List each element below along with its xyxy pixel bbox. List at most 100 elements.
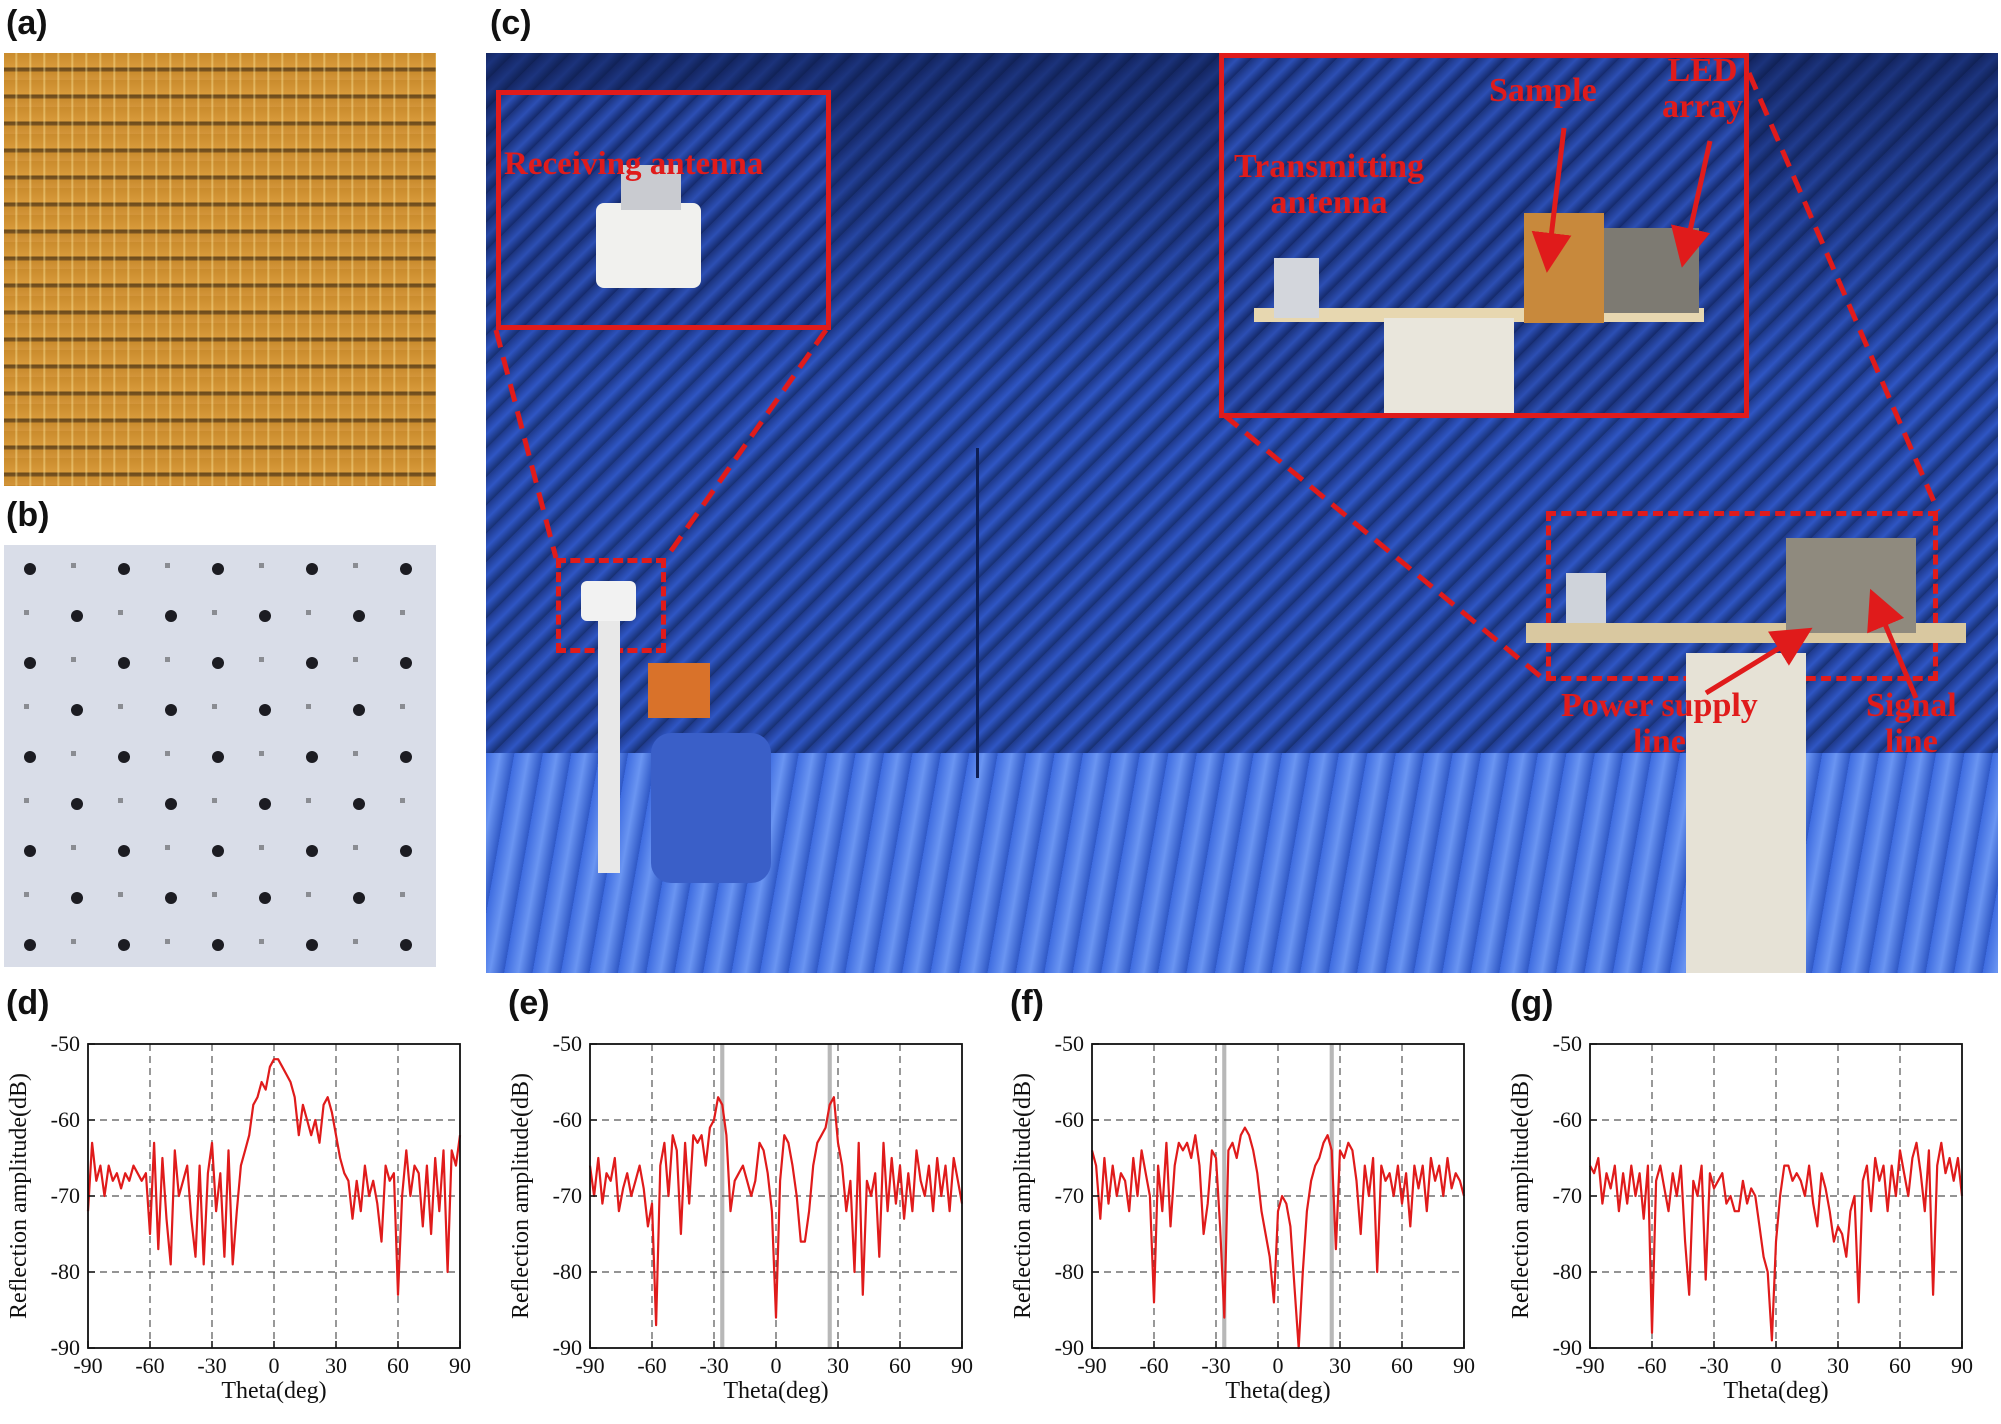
pad-dot	[165, 704, 177, 716]
sample-arrow	[1531, 127, 1572, 273]
x-tick-label: 90	[1453, 1353, 1475, 1378]
power-supply-label-line2: line	[1632, 722, 1686, 760]
x-axis-title: Theta(deg)	[221, 1378, 326, 1404]
pad-square	[24, 610, 29, 615]
panel-label-d: (d)	[6, 984, 50, 1022]
sample-inset-connector-right	[1746, 72, 1941, 512]
x-tick-label: 60	[1391, 1353, 1413, 1378]
pad-square	[118, 704, 123, 709]
y-tick-label: -60	[1553, 1107, 1582, 1132]
pad-dot	[353, 892, 365, 904]
x-tick-label: 0	[1771, 1353, 1782, 1378]
pad-square	[400, 798, 405, 803]
pad-dot	[353, 704, 365, 716]
signal-label-line1: Signal	[1866, 687, 1957, 724]
pad-dot	[118, 845, 130, 857]
pad-square	[306, 892, 311, 897]
pad-square	[212, 892, 217, 897]
x-tick-label: 90	[1951, 1353, 1973, 1378]
pad-dot	[71, 704, 83, 716]
pad-square	[24, 798, 29, 803]
led-array-label-line2: array	[1662, 87, 1744, 125]
pad-dot	[212, 751, 224, 763]
y-tick-label: -90	[553, 1335, 582, 1360]
transmitting-antenna-label-line1: Transmitting	[1234, 148, 1425, 185]
x-tick-label: 30	[325, 1353, 347, 1378]
panel-label-a: (a)	[6, 4, 48, 42]
reflection-chart-g: -90 -60 -30 0 30 60 90 -50 -60 -70 -80 -90 Theta(deg…	[1508, 1031, 1973, 1404]
pad-square	[306, 610, 311, 615]
pad-square	[118, 892, 123, 897]
pad-square	[259, 939, 264, 944]
pad-square	[259, 657, 264, 662]
pad-dot	[212, 657, 224, 669]
pad-square	[306, 798, 311, 803]
pad-square	[118, 798, 123, 803]
pad-square	[71, 845, 76, 850]
pad-dot	[165, 610, 177, 622]
x-tick-label: 30	[1329, 1353, 1351, 1378]
pad-dot	[306, 751, 318, 763]
annotation-connectors	[493, 72, 1941, 699]
led-array-arrow	[1670, 140, 1713, 268]
pad-dot	[259, 892, 271, 904]
pad-square	[165, 845, 170, 850]
y-tick-label: -70	[553, 1183, 582, 1208]
highlight-band-1	[1329, 1044, 1334, 1348]
sample-inset-connector-left	[1222, 413, 1548, 683]
pad-square	[71, 751, 76, 756]
y-tick-label: -90	[51, 1335, 80, 1360]
x-tick-label: 60	[387, 1353, 409, 1378]
pad-dot	[306, 939, 318, 951]
pad-dot	[353, 610, 365, 622]
led-array-label-line1: LED	[1667, 53, 1738, 89]
series-line	[1589, 1141, 1964, 1342]
pad-square	[353, 751, 358, 756]
x-tick-label: -30	[197, 1353, 226, 1378]
x-tick-label: 30	[827, 1353, 849, 1378]
metasurface-photo-bottom	[4, 545, 436, 967]
pad-dot	[24, 563, 36, 575]
y-tick-label: -70	[51, 1183, 80, 1208]
led-array-label: LED array	[1662, 53, 1743, 124]
reflection-chart-d: -90 -60 -30 0 30 60 90 -50 -60 -70 -80 -90 Theta(deg…	[6, 1031, 471, 1404]
pad-square	[165, 751, 170, 756]
positioner-robot	[651, 733, 771, 883]
pad-dot	[165, 892, 177, 904]
reflection-chart-e: -90 -60 -30 0 30 60 90 -50 -60 -70 -80 -90 Theta(deg…	[508, 1031, 973, 1404]
pad-dot	[118, 563, 130, 575]
x-tick-label: -90	[73, 1353, 102, 1378]
series-line	[86, 1058, 462, 1296]
pad-square	[24, 892, 29, 897]
x-tick-label: 60	[1889, 1353, 1911, 1378]
x-tick-label: -30	[699, 1353, 728, 1378]
positioner-panel	[648, 663, 710, 718]
y-axis-title: Reflection amplitude(dB)	[1010, 1073, 1036, 1319]
y-tick-label: -90	[1055, 1335, 1084, 1360]
x-tick-label: -90	[575, 1353, 604, 1378]
receiving-antenna-inset	[496, 90, 831, 330]
pad-square	[212, 704, 217, 709]
y-tick-label: -90	[1553, 1335, 1582, 1360]
pad-dot	[259, 610, 271, 622]
signal-label-line2: line	[1884, 722, 1938, 760]
pad-dot	[212, 563, 224, 575]
pad-square	[212, 610, 217, 615]
chamber-corner	[976, 448, 979, 778]
pad-dot	[118, 751, 130, 763]
pad-dot	[212, 845, 224, 857]
pad-square	[259, 845, 264, 850]
y-axis-title: Reflection amplitude(dB)	[1508, 1073, 1534, 1319]
y-tick-label: -80	[1055, 1259, 1084, 1284]
pad-dot	[400, 845, 412, 857]
x-tick-label: -90	[1077, 1353, 1106, 1378]
pad-dot	[212, 939, 224, 951]
pad-dot	[400, 751, 412, 763]
pad-dot	[71, 798, 83, 810]
pad-square	[165, 563, 170, 568]
pad-dot	[259, 798, 271, 810]
inset-transmitting-antenna	[1274, 258, 1319, 318]
y-tick-label: -70	[1553, 1183, 1582, 1208]
pad-square	[259, 751, 264, 756]
x-tick-label: -60	[1139, 1353, 1168, 1378]
